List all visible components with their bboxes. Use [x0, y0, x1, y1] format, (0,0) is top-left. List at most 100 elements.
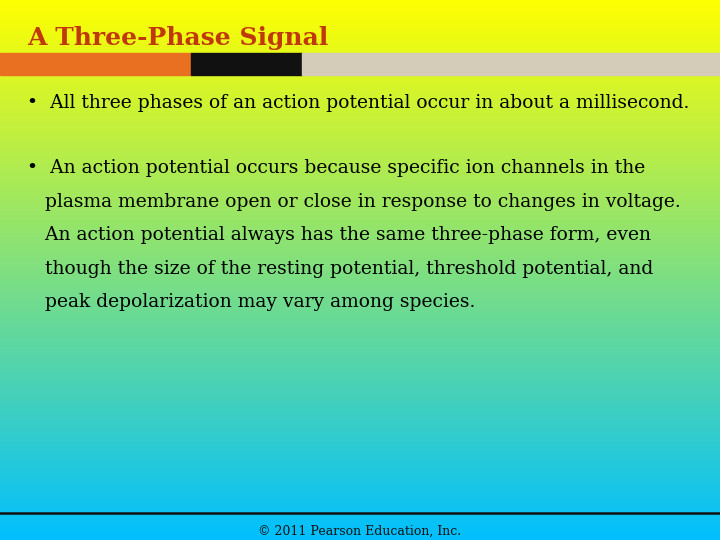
Bar — [0, 471, 720, 472]
Bar — [0, 102, 720, 103]
Bar — [0, 296, 720, 297]
Bar — [0, 364, 720, 366]
Bar — [0, 237, 720, 238]
Bar — [0, 62, 720, 63]
Bar — [0, 94, 720, 96]
Bar — [0, 310, 720, 312]
Bar — [0, 345, 720, 346]
Bar — [0, 475, 720, 476]
Bar — [0, 122, 720, 123]
Bar — [0, 400, 720, 401]
Bar — [0, 92, 720, 93]
Bar — [0, 338, 720, 339]
Bar — [0, 147, 720, 149]
Bar — [0, 286, 720, 287]
Bar — [0, 392, 720, 393]
Bar — [0, 220, 720, 221]
Bar — [0, 118, 720, 119]
Bar — [0, 126, 720, 127]
Bar — [0, 379, 720, 381]
Bar — [0, 81, 720, 82]
Bar — [0, 434, 720, 435]
Bar — [0, 388, 720, 389]
Bar — [0, 413, 720, 415]
Bar — [0, 176, 720, 177]
Bar — [0, 292, 720, 293]
Bar — [0, 298, 720, 300]
Bar — [0, 374, 720, 375]
Bar — [0, 85, 720, 86]
Bar — [0, 274, 720, 275]
Bar — [0, 38, 720, 39]
Bar — [0, 47, 720, 49]
Bar — [0, 202, 720, 204]
Bar — [0, 124, 720, 126]
Bar — [0, 316, 720, 317]
Bar — [0, 174, 720, 176]
Bar — [0, 16, 720, 17]
Bar — [0, 178, 720, 179]
Bar — [0, 302, 720, 303]
Bar — [0, 529, 720, 530]
Bar — [0, 513, 720, 514]
Bar — [0, 205, 720, 206]
Bar — [0, 418, 720, 420]
Bar — [0, 429, 720, 431]
Bar — [0, 2, 720, 3]
Text: peak depolarization may vary among species.: peak depolarization may vary among speci… — [27, 293, 476, 311]
Bar — [0, 507, 720, 508]
Bar — [0, 154, 720, 156]
Bar — [0, 482, 720, 483]
Bar — [0, 411, 720, 413]
Bar — [0, 11, 720, 12]
Bar — [0, 381, 720, 382]
Bar — [0, 330, 720, 332]
Bar — [0, 37, 720, 38]
Bar — [0, 243, 720, 244]
Bar — [0, 12, 720, 14]
Bar — [0, 494, 720, 496]
Bar — [0, 440, 720, 442]
Bar — [0, 372, 720, 373]
Bar — [0, 402, 720, 404]
Bar — [0, 242, 720, 243]
Bar — [0, 161, 720, 162]
Bar — [0, 480, 720, 481]
Bar — [0, 197, 720, 198]
Bar — [0, 111, 720, 112]
Bar — [0, 142, 720, 143]
Bar — [0, 234, 720, 235]
Bar — [0, 336, 720, 338]
Bar — [0, 179, 720, 181]
Bar — [0, 354, 720, 355]
Bar — [0, 498, 720, 500]
Bar — [0, 264, 720, 265]
Bar — [0, 293, 720, 294]
Bar — [0, 22, 720, 23]
Bar — [0, 185, 720, 186]
Bar — [0, 362, 720, 363]
Bar — [0, 525, 720, 526]
Bar — [0, 404, 720, 405]
Bar — [0, 131, 720, 132]
Bar — [0, 248, 720, 249]
Bar — [0, 342, 720, 343]
Bar — [0, 276, 720, 278]
Bar — [0, 335, 720, 336]
Bar — [0, 339, 720, 340]
Bar — [0, 306, 720, 308]
Bar — [0, 156, 720, 157]
Bar — [0, 269, 720, 270]
Bar — [0, 481, 720, 482]
Bar — [0, 196, 720, 197]
Bar — [0, 424, 720, 426]
Bar — [0, 358, 720, 359]
Bar — [0, 97, 720, 98]
Bar — [0, 351, 720, 352]
Bar — [0, 536, 720, 537]
Bar — [0, 15, 720, 16]
Bar — [0, 510, 720, 512]
Bar — [0, 464, 720, 465]
Bar — [0, 224, 720, 226]
Bar — [0, 281, 720, 282]
